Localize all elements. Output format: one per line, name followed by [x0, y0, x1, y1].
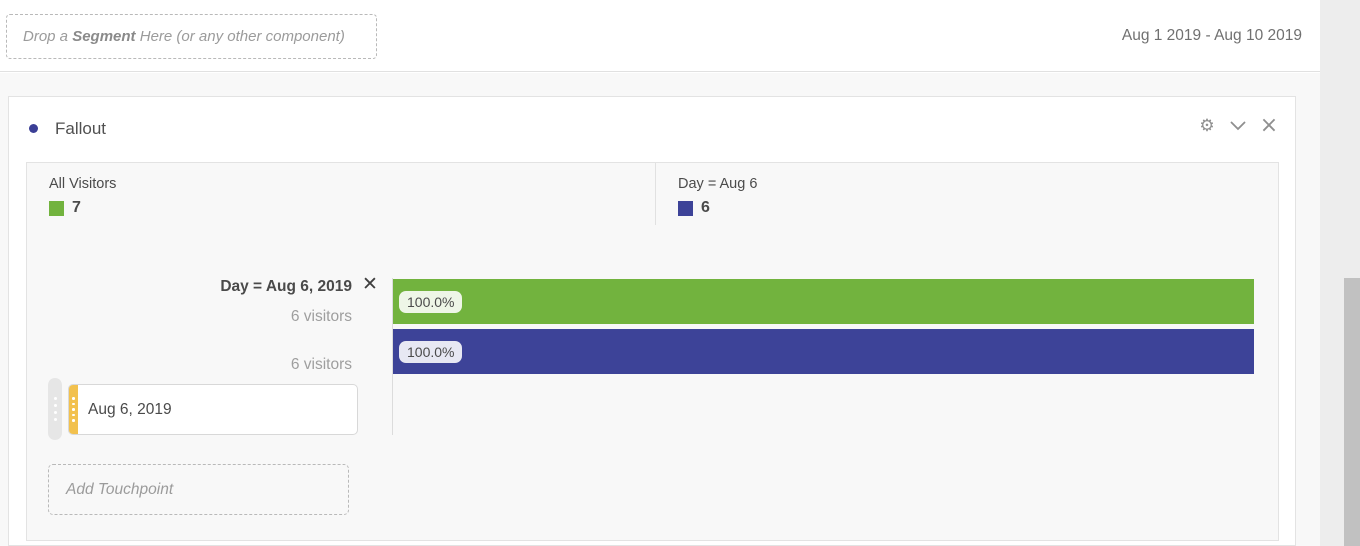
- fallout-bar-day-aug6[interactable]: 100.0%: [393, 329, 1254, 374]
- panel-actions: ⚙ ×: [1198, 113, 1279, 138]
- segment-drop-text-bold: Segment: [72, 28, 136, 45]
- segment-drop-text-suffix: Here (or any other component): [135, 28, 345, 45]
- touchpoint-card[interactable]: Aug 6, 2019: [68, 384, 358, 435]
- legend-name: Day = Aug 6: [678, 176, 758, 192]
- add-touchpoint-drop-zone[interactable]: Add Touchpoint: [48, 464, 349, 515]
- bar-percent-label: 100.0%: [399, 340, 463, 363]
- close-panel-icon[interactable]: ×: [1259, 113, 1279, 138]
- legend-item-all-visitors[interactable]: All Visitors 7: [27, 163, 655, 225]
- fallout-step-title: Day = Aug 6, 2019: [220, 278, 352, 295]
- legend-value: 7: [72, 199, 81, 216]
- fallout-axis-line: [392, 278, 393, 435]
- settings-gear-icon[interactable]: ⚙: [1199, 115, 1215, 136]
- bar-percent-label: 100.0%: [399, 290, 463, 313]
- legend-divider: [655, 163, 656, 225]
- touchpoint-drag-handle[interactable]: [48, 378, 62, 440]
- legend-item-day-aug6[interactable]: Day = Aug 6 6: [656, 163, 1279, 225]
- fallout-panel: Fallout ⚙ × All Visitors 7 Day = A: [8, 96, 1296, 546]
- legend-value: 6: [701, 199, 710, 216]
- fallout-step-labels: Day = Aug 6, 2019 6 visitors 6 visitors: [27, 163, 352, 540]
- segment-drop-text-prefix: Drop a: [23, 28, 73, 45]
- fallout-bar-all-visitors[interactable]: 100.0%: [393, 279, 1254, 324]
- fallout-step-visitors-top: 6 visitors: [290, 308, 352, 325]
- panel-top-bar: Drop a Segment Here (or any other compon…: [0, 0, 1320, 72]
- panel-color-dot: [29, 124, 38, 133]
- touchpoint-label: Aug 6, 2019: [88, 400, 172, 418]
- add-touchpoint-label: Add Touchpoint: [66, 480, 174, 498]
- remove-touchpoint-x-icon[interactable]: ✕: [362, 273, 378, 295]
- fallout-viz-area: All Visitors 7 Day = Aug 6 6 Day = Aug 6…: [26, 162, 1279, 541]
- fallout-panel-header: Fallout ⚙ ×: [9, 97, 1295, 161]
- panel-title: Fallout: [55, 119, 107, 138]
- segment-drop-zone[interactable]: Drop a Segment Here (or any other compon…: [6, 14, 377, 59]
- scrollbar-track[interactable]: [1320, 0, 1360, 546]
- legend-swatch-blue: [678, 200, 693, 216]
- touchpoint-accent-strip: [69, 385, 78, 434]
- scrollbar-thumb[interactable]: [1344, 278, 1360, 546]
- legend-swatch-green: [49, 200, 64, 216]
- date-range[interactable]: Aug 1 2019 - Aug 10 2019: [1121, 27, 1302, 44]
- legend-name: All Visitors: [49, 176, 117, 192]
- fallout-step-visitors-bottom: 6 visitors: [290, 356, 352, 373]
- chevron-down-icon[interactable]: [1229, 117, 1247, 135]
